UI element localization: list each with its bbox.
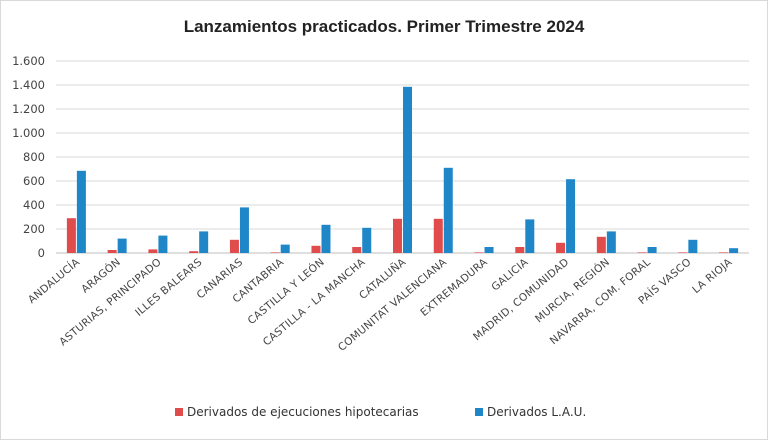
bar-lau	[117, 238, 127, 253]
y-tick-label: 400	[23, 198, 45, 212]
bar-hipotecarias	[393, 218, 402, 253]
bar-hipotecarias	[270, 252, 280, 253]
bar-hipotecarias	[229, 239, 239, 253]
y-tick-label: 600	[23, 174, 45, 188]
bar-lau	[484, 247, 494, 253]
legend-swatch	[475, 408, 483, 416]
y-tick-label: 200	[23, 222, 45, 236]
bar-lau	[76, 170, 86, 253]
y-tick-label: 1.000	[12, 126, 45, 140]
gridlines	[56, 60, 749, 254]
x-tick-label: MURCIA, REGIÓN	[532, 255, 612, 325]
bar-hipotecarias	[352, 247, 362, 253]
bar-lau	[525, 219, 535, 253]
bar-lau	[647, 247, 657, 253]
bar-lau	[566, 179, 576, 253]
bar-lau	[158, 235, 168, 253]
bar-lau	[280, 244, 290, 253]
bar-hipotecarias	[719, 252, 729, 253]
bar-lau	[688, 239, 698, 253]
y-tick-label: 1.200	[12, 102, 45, 116]
bar-lau	[403, 86, 412, 253]
legend-label: Derivados L.A.U.	[487, 405, 586, 419]
x-tick-label: LA RIOJA	[690, 256, 735, 296]
bar-hipotecarias	[148, 249, 158, 253]
y-tick-label: 1.400	[12, 78, 45, 92]
bar-hipotecarias	[311, 245, 321, 253]
bar-hipotecarias	[107, 250, 117, 253]
legend-label: Derivados de ejecuciones hipotecarias	[187, 405, 419, 419]
bar-lau	[443, 167, 453, 253]
chart-title: Lanzamientos practicados. Primer Trimest…	[184, 17, 585, 36]
x-tick-label: CASTILLA Y LEÓN	[245, 255, 327, 327]
legend: Derivados de ejecuciones hipotecarias Der…	[175, 405, 586, 419]
legend-swatch	[175, 408, 183, 416]
y-axis: 0 200 400 600 800 1.000 1.200 1.400 1.600	[12, 54, 45, 260]
bar-hipotecarias	[515, 247, 525, 253]
bar-lau	[606, 231, 616, 253]
bars	[66, 86, 739, 253]
y-tick-label: 1.600	[12, 54, 45, 68]
bar-lau	[239, 207, 249, 253]
y-tick-label: 800	[23, 150, 45, 164]
bar-hipotecarias	[678, 252, 688, 253]
bar-hipotecarias	[637, 252, 647, 253]
x-tick-label: ANDALUCÍA	[25, 255, 82, 306]
bar-hipotecarias	[433, 218, 443, 253]
bar-lau	[362, 227, 372, 253]
bar-lau	[729, 248, 739, 253]
y-tick-label: 0	[38, 246, 45, 260]
bar-lau	[199, 231, 209, 253]
bar-hipotecarias	[474, 252, 484, 253]
bar-hipotecarias	[596, 236, 606, 253]
bar-lau	[321, 224, 331, 253]
bar-hipotecarias	[66, 218, 76, 253]
bar-hipotecarias	[189, 251, 199, 253]
bar-hipotecarias	[556, 242, 566, 253]
